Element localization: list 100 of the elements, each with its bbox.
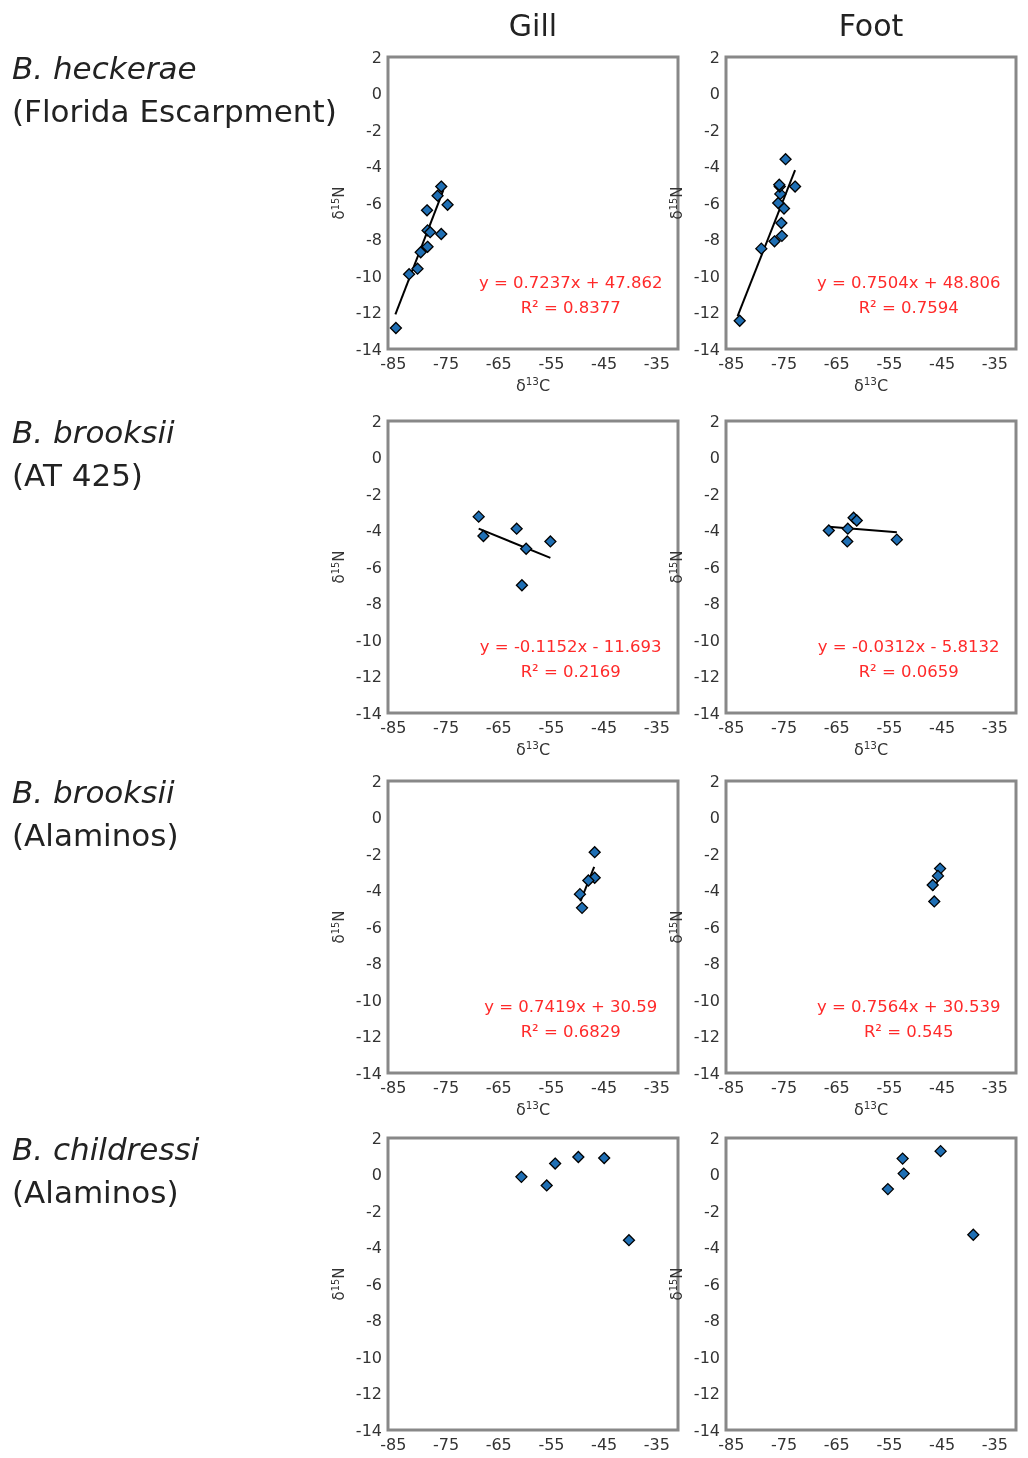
y-tick-label: -14 [355,703,382,723]
x-tick-label: -75 [432,1435,460,1454]
x-tick-label: -55 [876,718,903,737]
y-tick-label: 2 [371,411,382,431]
y-tick-label: -12 [693,303,720,323]
x-axis-title: δ$^{13}$C [515,1099,551,1119]
y-tick-label: -12 [693,1027,720,1047]
y-tick-label: 2 [709,47,720,67]
y-tick-label: 2 [371,1128,382,1148]
y-tick-label: -4 [366,157,382,177]
x-axis-title: δ$^{13}$C [853,375,889,395]
y-tick-label: -8 [366,594,382,614]
y-tick-label: -10 [693,990,720,1010]
x-tick-label: -75 [770,718,798,737]
x-tick-label: -35 [981,718,1008,737]
y-tick-label: -10 [355,266,382,286]
y-tick-label: -8 [366,230,382,250]
y-tick-label: -2 [704,844,720,864]
y-tick-label: 0 [371,1165,382,1185]
y-tick-label: -2 [366,1201,382,1221]
y-tick-label: 0 [709,1165,720,1185]
y-tick-label: -12 [693,667,720,687]
y-tick-label: -6 [366,557,382,577]
y-tick-label: -4 [704,1238,720,1258]
y-tick-label: -4 [366,521,382,541]
annotation: R² = 0.8377 [520,297,621,317]
x-tick-label: -45 [929,1078,956,1097]
x-tick-label: -55 [538,1078,565,1097]
text: B. heckerae (Florida Escarpment) [12,50,337,129]
y-tick-label: 2 [371,47,382,67]
y-tick-label: -2 [704,1201,720,1221]
x-axis-title: δ$^{13}$C [515,375,551,395]
y-tick-label: -8 [704,594,720,614]
annotation: y = -0.1152x - 11.693 [479,636,662,656]
x-tick-label: -65 [485,1435,512,1454]
y-tick-label: -4 [704,157,720,177]
x-tick-label: -35 [643,1078,670,1097]
x-tick-label: -75 [432,354,460,373]
y-tick-label: -4 [366,881,382,901]
x-tick-label: -85 [380,354,407,373]
y-tick-label: -12 [355,1027,382,1047]
annotation: y = -0.0312x - 5.8132 [817,636,1000,656]
annotation: y = 0.7237x + 47.862 [478,272,663,292]
x-tick-label: -85 [718,718,745,737]
y-tick-label: 0 [709,448,720,468]
y-tick-label: -8 [366,954,382,974]
annotation: R² = 0.2169 [520,661,621,681]
x-tick-label: -35 [981,1435,1008,1454]
y-tick-label: 2 [709,771,720,791]
y-tick-label: -2 [704,484,720,504]
x-tick-label: -65 [823,1078,850,1097]
x-tick-label: -45 [929,718,956,737]
y-tick-label: -6 [704,1274,720,1294]
x-tick-label: -75 [770,354,798,373]
y-tick-label: -2 [366,484,382,504]
x-tick-label: -55 [876,354,903,373]
y-tick-label: -10 [355,990,382,1010]
y-tick-label: -12 [355,1384,382,1404]
y-tick-label: -6 [704,193,720,213]
annotation: y = 0.7419x + 30.59 [484,996,658,1016]
x-tick-label: -85 [380,718,407,737]
text: B. childressi (Alaminos) [12,1131,200,1210]
y-tick-label: -10 [693,1347,720,1367]
y-tick-label: -14 [355,1063,382,1083]
x-tick-label: -65 [823,354,850,373]
y-tick-label: -6 [366,1274,382,1294]
x-axis-title: δ$^{13}$C [853,739,889,759]
x-tick-label: -85 [718,354,745,373]
x-tick-label: -65 [485,1078,512,1097]
y-tick-label: -2 [704,120,720,140]
y-tick-label: -6 [704,917,720,937]
x-tick-label: -35 [981,354,1008,373]
x-tick-label: -85 [380,1078,407,1097]
x-tick-label: -65 [485,354,512,373]
y-tick-label: -14 [355,1420,382,1440]
y-tick-label: -10 [355,630,382,650]
x-tick-label: -45 [591,354,618,373]
y-tick-label: -4 [366,1238,382,1258]
annotation: R² = 0.7594 [858,297,959,317]
y-tick-label: -12 [355,667,382,687]
y-tick-label: 0 [371,84,382,104]
x-tick-label: -45 [591,718,618,737]
x-tick-label: -55 [538,354,565,373]
x-tick-label: -45 [591,1435,618,1454]
y-tick-label: -8 [366,1311,382,1331]
x-tick-label: -75 [432,718,460,737]
annotation: R² = 0.545 [863,1021,954,1041]
x-tick-label: -55 [538,1435,565,1454]
y-tick-label: -2 [366,844,382,864]
y-tick-label: -12 [355,303,382,323]
y-tick-label: -14 [693,1420,720,1440]
x-axis-title: δ$^{13}$C [515,739,551,759]
x-tick-label: -85 [718,1078,745,1097]
x-tick-label: -75 [770,1078,798,1097]
y-tick-label: -14 [693,703,720,723]
x-tick-label: -35 [643,718,670,737]
x-tick-label: -35 [981,1078,1008,1097]
y-tick-label: 2 [709,411,720,431]
y-tick-label: -6 [704,557,720,577]
y-tick-label: 2 [371,771,382,791]
